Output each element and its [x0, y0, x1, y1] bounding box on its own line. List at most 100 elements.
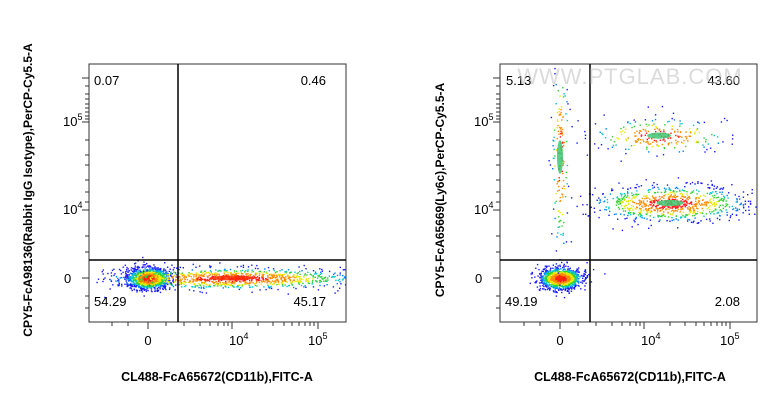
event-dot — [727, 197, 729, 199]
event-dot — [252, 270, 254, 273]
event-dot — [701, 203, 703, 205]
event-dot — [703, 201, 706, 204]
event-dot — [674, 130, 676, 133]
event-dot — [716, 197, 718, 199]
event-dot — [102, 280, 104, 283]
event-dot — [649, 198, 651, 200]
event-dot — [276, 279, 278, 281]
event-dot — [687, 218, 689, 221]
event-dot — [653, 192, 656, 194]
event-dot — [339, 272, 341, 274]
event-dot — [163, 286, 166, 288]
event-dot — [144, 264, 146, 266]
event-dot — [722, 187, 725, 189]
event-dot — [553, 140, 555, 142]
event-dot — [649, 203, 651, 206]
event-dot — [173, 281, 176, 283]
event-dot — [593, 207, 595, 209]
event-dot — [642, 195, 645, 197]
event-dot — [649, 212, 652, 214]
event-dot — [134, 273, 137, 275]
event-dot — [690, 201, 692, 204]
event-dot — [717, 212, 719, 214]
event-dot — [689, 210, 692, 213]
event-dot — [699, 204, 702, 206]
event-dot — [548, 281, 550, 283]
event-dot — [707, 202, 710, 204]
event-dot — [126, 275, 129, 277]
event-dot — [551, 270, 553, 272]
event-dot — [551, 233, 553, 235]
event-dot — [579, 195, 582, 197]
event-dot — [622, 130, 624, 132]
event-dot — [344, 269, 346, 271]
event-dot — [118, 281, 120, 283]
event-dot — [685, 182, 687, 184]
event-dot — [202, 274, 205, 277]
event-dot — [569, 278, 572, 280]
event-dot — [708, 193, 711, 195]
event-dot — [695, 140, 697, 143]
event-dot — [157, 272, 159, 274]
event-dot — [557, 270, 559, 272]
event-dot — [126, 266, 128, 269]
event-dot — [110, 272, 113, 274]
event-dot — [336, 283, 338, 285]
event-dot — [656, 208, 659, 211]
event-dot — [586, 275, 589, 278]
event-dot — [584, 270, 587, 272]
event-dot — [254, 277, 257, 279]
event-dot — [151, 267, 153, 269]
event-dot — [677, 187, 679, 190]
event-dot — [680, 131, 682, 133]
event-dot — [754, 213, 756, 215]
event-dot — [152, 277, 154, 279]
event-dot — [133, 285, 136, 287]
event-dot — [147, 287, 149, 290]
event-dot — [610, 139, 612, 141]
event-dot — [560, 268, 562, 270]
event-dot — [744, 200, 747, 202]
event-dot — [567, 283, 569, 285]
event-dot — [140, 286, 142, 288]
event-dot — [545, 271, 548, 273]
event-dot — [534, 281, 536, 284]
event-dot — [274, 282, 276, 284]
event-dot — [151, 274, 153, 276]
event-dot — [593, 211, 596, 213]
event-dot — [558, 114, 560, 116]
event-dot — [736, 208, 738, 210]
event-dot — [556, 269, 558, 272]
event-dot — [199, 279, 201, 282]
event-dot — [127, 274, 129, 276]
event-dot — [560, 233, 562, 236]
event-dot — [564, 286, 567, 288]
event-dot — [144, 283, 146, 285]
event-dot — [685, 203, 687, 205]
event-dot — [268, 286, 270, 289]
event-dot — [640, 210, 643, 212]
event-dot — [140, 272, 142, 274]
event-dot — [136, 277, 138, 279]
event-dot — [212, 281, 214, 283]
event-dot — [564, 274, 566, 276]
event-dot — [620, 133, 623, 136]
event-dot — [232, 281, 234, 284]
event-dot — [274, 271, 277, 274]
event-dot — [638, 211, 640, 214]
event-dot — [198, 276, 200, 278]
event-dot — [251, 269, 253, 271]
event-dot — [171, 284, 174, 286]
event-dot — [648, 143, 650, 146]
event-dot — [201, 272, 203, 274]
event-dot — [553, 285, 555, 287]
event-dot — [717, 200, 719, 203]
plot-isotype-control: 0.07 0.46 54.29 45.17 105 104 0 — [21, 43, 347, 384]
event-dot — [649, 143, 652, 145]
event-dot — [686, 207, 689, 209]
event-dot — [561, 281, 564, 283]
event-dot — [303, 286, 305, 288]
event-dot — [554, 270, 557, 273]
event-dot — [651, 124, 654, 127]
event-dot — [219, 262, 221, 264]
